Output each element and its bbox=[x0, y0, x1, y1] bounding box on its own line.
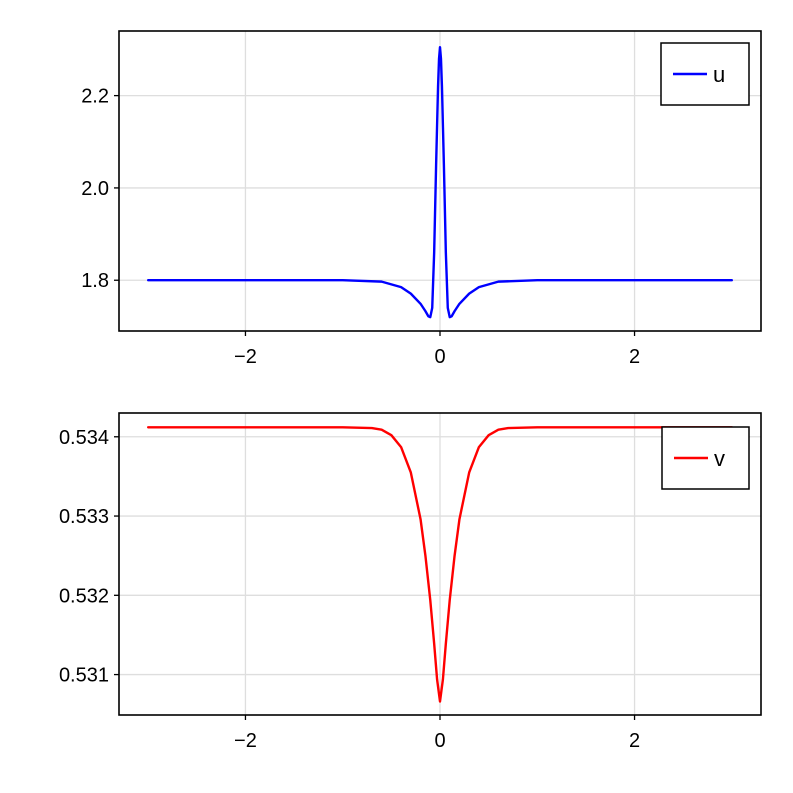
chart-panel-1: −2 0 2 1.8 2.0 2.2 u bbox=[81, 30, 762, 368]
y-tick-label: 0.532 bbox=[59, 585, 109, 607]
y-tick-label: 1.8 bbox=[81, 270, 109, 292]
x-tick-label: −2 bbox=[234, 346, 257, 368]
legend: u bbox=[660, 42, 750, 106]
x-tick-label: 2 bbox=[629, 730, 640, 752]
x-tick-label: −2 bbox=[234, 730, 257, 752]
legend: v bbox=[661, 426, 750, 490]
x-tick-label: 2 bbox=[629, 346, 640, 368]
series-line-v bbox=[146, 426, 734, 703]
y-tick-label: 2.0 bbox=[81, 178, 109, 200]
series-line-u bbox=[146, 45, 734, 319]
legend-label-u: u bbox=[713, 62, 725, 87]
legend-label-v: v bbox=[714, 446, 725, 471]
y-tick-label: 0.531 bbox=[59, 665, 109, 687]
y-tick-label: 0.534 bbox=[59, 427, 109, 449]
y-tick-label: 0.533 bbox=[59, 506, 109, 528]
chart-panel-2: −2 0 2 0.531 0.532 0.533 0.534 v bbox=[59, 412, 762, 752]
y-tick-label: 2.2 bbox=[81, 86, 109, 108]
x-tick-label: 0 bbox=[434, 730, 445, 752]
x-tick-label: 0 bbox=[434, 346, 445, 368]
